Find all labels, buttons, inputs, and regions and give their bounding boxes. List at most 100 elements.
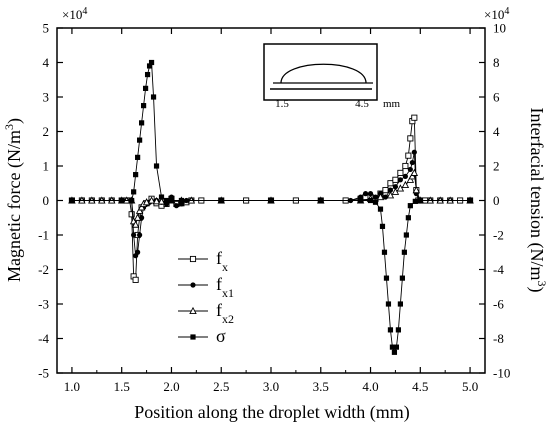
data-point-fx1	[131, 232, 137, 238]
inset-diagram: 1.5 4.5 mm	[263, 43, 401, 110]
data-point-fx1	[409, 159, 415, 166]
data-point-sigma	[405, 215, 411, 221]
left-multiplier-base: ×10	[62, 7, 82, 22]
data-point-sigma	[318, 197, 324, 204]
x-axis-ticks: 1.0 1.5 2.0 2.5 3.0 3.5 4.0 4.5 5.0	[64, 28, 478, 394]
data-point-sigma	[158, 194, 165, 200]
data-point-sigma	[467, 197, 473, 204]
left-y-axis-ticks: 5 4 3 2 1 0 -1 -2 -3 -4 -5	[38, 21, 63, 381]
data-point-fx2	[386, 191, 395, 199]
x-tick-label: 2.0	[163, 379, 179, 394]
data-point-sigma	[381, 249, 388, 255]
left-y-tick-label: -3	[38, 297, 49, 312]
left-y-tick-label: 3	[43, 90, 50, 105]
data-point-sigma	[387, 327, 394, 333]
data-point-sigma	[397, 301, 403, 307]
right-y-axis-label-sup: 3	[535, 280, 549, 286]
inset-tick-left: 1.5	[275, 98, 289, 110]
left-y-axis-label: Magnetic force (N/m3)	[2, 118, 25, 282]
legend-label-name: σ	[216, 326, 226, 346]
x-tick-label: 1.0	[64, 379, 80, 394]
x-tick-label: 3.5	[313, 379, 329, 394]
data-point-fx1	[397, 177, 403, 183]
right-y-tick-label: -6	[493, 297, 504, 312]
left-y-tick-label: -1	[38, 228, 49, 243]
left-y-tick-label: -2	[38, 262, 49, 277]
legend-marker-fx	[189, 255, 197, 263]
data-point-fx1	[137, 232, 143, 238]
data-point-sigma	[163, 197, 170, 204]
data-point-sigma	[218, 197, 224, 204]
data-point-fx2	[408, 172, 417, 180]
data-point-fx	[382, 187, 389, 194]
data-point-fx2	[157, 197, 166, 205]
data-point-sigma	[407, 203, 413, 209]
data-point-sigma	[389, 344, 396, 350]
legend-label-name: f	[216, 300, 222, 320]
data-point-fx1	[407, 166, 413, 173]
legend-label-fx1: fx1	[216, 274, 234, 300]
legend-label-name: f	[216, 274, 222, 294]
data-point-fx2	[137, 203, 146, 211]
data-point-fx1	[372, 194, 379, 200]
legend-label-sub: x	[222, 260, 228, 274]
right-y-tick-label: 2	[493, 159, 500, 174]
data-point-sigma	[377, 206, 384, 212]
legend-marker-sigma	[190, 334, 196, 340]
left-y-tick-label: 2	[43, 124, 50, 139]
left-multiplier-exp: 4	[82, 6, 87, 17]
data-point-sigma	[148, 59, 155, 66]
data-point-fx1	[382, 194, 389, 200]
left-y-axis-label-close: )	[4, 118, 25, 124]
data-point-sigma	[135, 154, 141, 160]
right-y-tick-label: -10	[493, 366, 510, 381]
data-point-sigma	[395, 327, 402, 333]
data-point-fx2	[391, 187, 400, 195]
data-point-fx2	[401, 180, 410, 189]
data-point-fx	[407, 135, 414, 142]
right-y-tick-label: -8	[493, 331, 504, 346]
x-axis-label: Position along the droplet width (mm)	[134, 402, 409, 423]
data-point-fx1	[387, 187, 394, 193]
data-point-fx	[387, 180, 394, 187]
series-layer	[68, 59, 474, 355]
data-point-sigma	[379, 223, 386, 229]
data-point-sigma	[146, 63, 153, 69]
right-y-tick-label: -2	[493, 228, 504, 243]
data-point-fx2	[152, 197, 161, 205]
data-point-sigma	[144, 71, 151, 78]
legend-label-fx: fx	[216, 248, 228, 274]
left-y-axis-label-sup: 3	[2, 124, 16, 130]
x-tick-label: 3.0	[263, 379, 279, 394]
left-y-tick-label: 0	[43, 193, 50, 208]
data-point-fx	[405, 152, 412, 159]
legend-label-name: f	[216, 248, 222, 268]
data-point-sigma	[268, 197, 274, 204]
data-point-sigma	[140, 103, 147, 109]
data-point-sigma	[399, 275, 405, 281]
data-point-sigma	[168, 197, 175, 204]
data-point-sigma	[367, 197, 374, 204]
data-point-fx1	[411, 149, 417, 155]
data-point-fx	[402, 162, 409, 170]
legend-marker-fx1	[190, 282, 196, 288]
data-point-sigma	[391, 349, 398, 355]
right-y-tick-label: 6	[493, 90, 500, 105]
right-y-tick-label: 0	[493, 193, 500, 208]
data-point-fx	[397, 169, 404, 176]
x-tick-label: 1.5	[114, 379, 130, 394]
left-y-tick-label: 4	[43, 55, 50, 70]
data-point-fx1	[402, 173, 408, 179]
data-point-fx2	[410, 168, 419, 176]
x-tick-label: 2.5	[213, 379, 229, 394]
left-y-axis-label-text: Magnetic force (N/m	[4, 130, 25, 282]
inset-tick-right: 4.5	[355, 98, 369, 110]
right-y-axis-label-close: )	[526, 286, 547, 292]
right-y-axis-ticks: 10 8 6 4 2 0 -2 -4 -6 -8 -10	[479, 21, 510, 381]
legend-label-sigma: σ	[216, 326, 226, 346]
data-point-sigma	[150, 94, 157, 100]
data-point-fx2	[396, 184, 405, 192]
data-point-fx2	[147, 196, 156, 204]
